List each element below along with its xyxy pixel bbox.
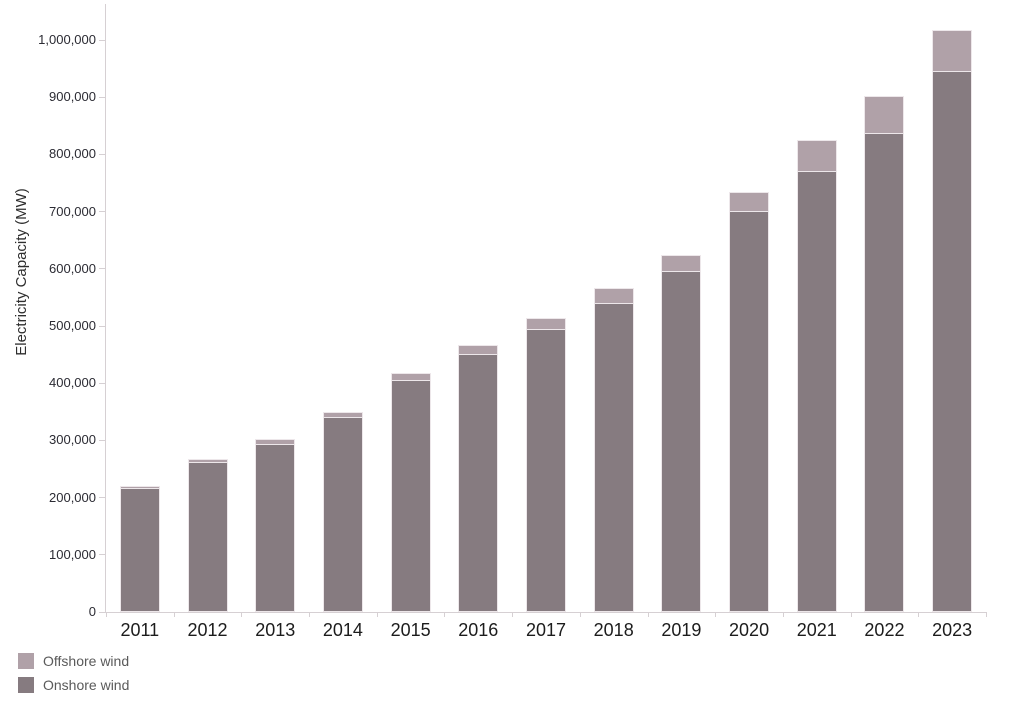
bar-2021[interactable] — [796, 139, 837, 612]
y-tick-mark — [99, 96, 105, 98]
bar-2014[interactable] — [322, 411, 363, 612]
x-tick-mark — [174, 612, 175, 617]
bar-2014-offshore-segment[interactable] — [322, 411, 363, 417]
y-axis-line — [105, 4, 106, 612]
y-tick-label: 400,000 — [49, 375, 96, 391]
x-tick-label-2011: 2011 — [120, 620, 160, 640]
bar-2020-onshore-segment[interactable] — [729, 210, 770, 612]
x-tick-label-2014: 2014 — [322, 620, 363, 640]
y-tick-label: 700,000 — [49, 203, 96, 219]
bar-2016[interactable] — [458, 345, 499, 612]
x-tick-mark — [715, 612, 716, 617]
x-tick-label-2015: 2015 — [390, 620, 431, 640]
x-tick-label-2020: 2020 — [729, 620, 770, 640]
x-tick-mark — [309, 612, 310, 617]
bar-2016-offshore-segment[interactable] — [458, 345, 499, 354]
y-tick-label: 200,000 — [49, 489, 96, 505]
bar-2012-offshore-segment[interactable] — [187, 458, 228, 462]
y-tick-mark — [99, 325, 105, 327]
x-tick-mark — [241, 612, 242, 617]
x-tick-label-2021: 2021 — [796, 620, 837, 640]
bar-2023-onshore-segment[interactable] — [932, 70, 973, 612]
y-tick-mark — [99, 153, 105, 155]
bar-2012[interactable] — [187, 458, 228, 612]
bar-2019-offshore-segment[interactable] — [661, 255, 702, 272]
y-tick-mark — [99, 497, 105, 499]
y-tick-label: 0 — [88, 604, 96, 619]
bar-2017-onshore-segment[interactable] — [526, 328, 566, 612]
y-tick-mark — [99, 268, 105, 270]
legend-swatch — [18, 653, 34, 669]
x-tick-label-2022: 2022 — [864, 620, 905, 640]
x-tick-mark — [377, 612, 378, 617]
bar-2013[interactable] — [255, 439, 296, 612]
bar-2013-onshore-segment[interactable] — [255, 443, 296, 612]
y-tick-label: 800,000 — [49, 146, 96, 162]
bar-2019[interactable] — [661, 255, 702, 612]
legend-item-offshore-wind[interactable]: Offshore wind — [18, 653, 129, 669]
bar-2022[interactable] — [864, 95, 905, 612]
y-tick-label: 900,000 — [49, 89, 96, 105]
x-tick-label-2012: 2012 — [187, 620, 228, 640]
bar-2020-offshore-segment[interactable] — [729, 191, 770, 211]
x-tick-mark — [783, 612, 784, 617]
bar-2011[interactable] — [119, 486, 160, 612]
x-tick-label-2013: 2013 — [255, 620, 296, 640]
y-tick-mark — [99, 439, 105, 441]
x-tick-mark — [648, 612, 649, 617]
bar-2017[interactable] — [526, 317, 566, 612]
legend-swatch — [18, 677, 34, 693]
x-tick-label-2018: 2018 — [593, 620, 634, 640]
bar-2022-onshore-segment[interactable] — [864, 133, 905, 612]
y-tick-mark — [99, 39, 105, 41]
x-tick-mark — [444, 612, 445, 617]
bar-2019-onshore-segment[interactable] — [661, 271, 702, 612]
bar-2020[interactable] — [729, 191, 770, 612]
legend: Offshore wind Onshore wind — [18, 653, 129, 701]
bar-2011-offshore-segment[interactable] — [119, 486, 160, 489]
x-tick-label-2023: 2023 — [932, 620, 973, 640]
legend-item-onshore-wind[interactable]: Onshore wind — [18, 677, 129, 693]
x-tick-mark — [986, 612, 987, 617]
bar-2018[interactable] — [593, 288, 634, 612]
bar-2018-offshore-segment[interactable] — [593, 288, 634, 303]
bar-2016-onshore-segment[interactable] — [458, 353, 499, 612]
x-tick-mark — [851, 612, 852, 617]
bar-2023-offshore-segment[interactable] — [932, 29, 973, 71]
bar-2021-offshore-segment[interactable] — [796, 139, 837, 171]
bar-2018-onshore-segment[interactable] — [593, 302, 634, 612]
y-tick-label: 500,000 — [49, 318, 96, 333]
bar-2014-onshore-segment[interactable] — [322, 416, 363, 612]
bar-2015-onshore-segment[interactable] — [390, 380, 431, 612]
bar-2021-onshore-segment[interactable] — [796, 170, 837, 612]
x-tick-mark — [580, 612, 581, 617]
y-tick-label: 1,000,000 — [38, 32, 96, 47]
x-tick-label-2017: 2017 — [525, 620, 566, 640]
y-tick-label: 100,000 — [49, 546, 96, 562]
x-tick-mark — [106, 612, 107, 617]
legend-label: Onshore wind — [43, 677, 130, 693]
bar-2015[interactable] — [390, 373, 431, 612]
y-tick-mark — [99, 554, 105, 556]
legend-label: Offshore wind — [43, 653, 130, 669]
x-axis-line — [105, 612, 986, 613]
bar-2015-offshore-segment[interactable] — [390, 373, 431, 381]
y-tick-label: 300,000 — [49, 432, 96, 448]
y-tick-mark — [99, 611, 105, 613]
bar-2022-offshore-segment[interactable] — [864, 95, 905, 134]
x-tick-label-2016: 2016 — [458, 620, 499, 640]
y-tick-mark — [99, 211, 105, 213]
x-tick-label-2019: 2019 — [661, 620, 702, 640]
x-tick-mark — [512, 612, 513, 617]
y-tick-label: 600,000 — [49, 260, 96, 276]
bar-2013-offshore-segment[interactable] — [255, 439, 296, 444]
bar-2017-offshore-segment[interactable] — [526, 317, 566, 329]
bar-2012-onshore-segment[interactable] — [187, 461, 228, 612]
bar-2023[interactable] — [932, 29, 973, 612]
bar-2011-onshore-segment[interactable] — [119, 488, 160, 612]
y-tick-mark — [99, 382, 105, 384]
x-tick-mark — [918, 612, 919, 617]
